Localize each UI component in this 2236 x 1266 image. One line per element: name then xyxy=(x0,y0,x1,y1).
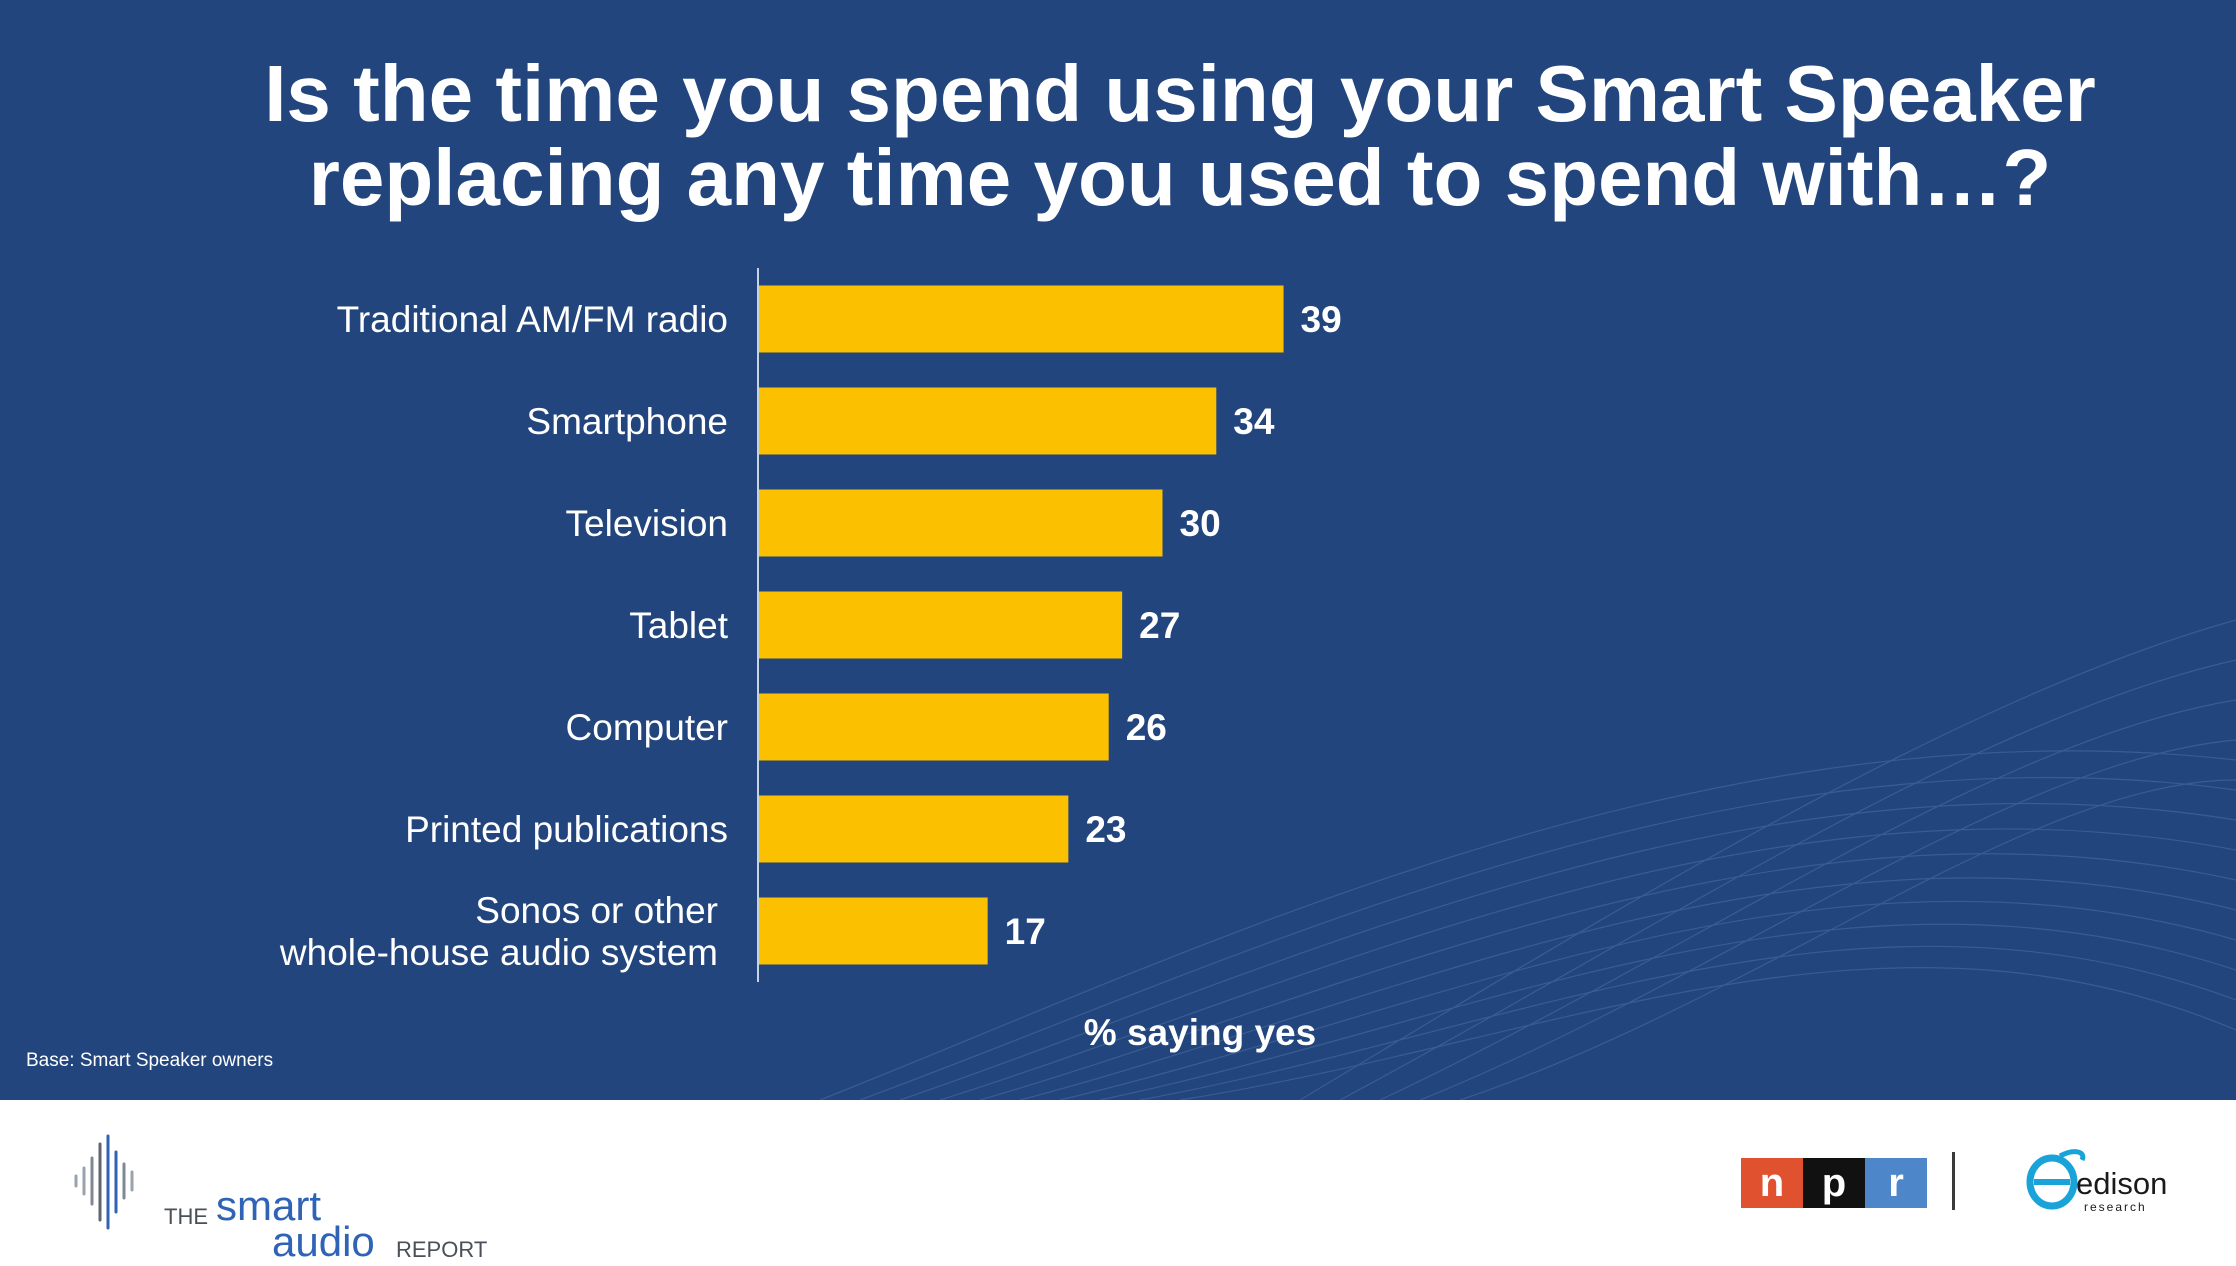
edison-swirl-icon xyxy=(2026,1149,2086,1210)
bar-2 xyxy=(759,489,1163,557)
title-line-2: replacing any time you used to spend wit… xyxy=(308,133,2052,222)
category-label-5: Printed publications xyxy=(405,809,728,850)
axis-label: % saying yes xyxy=(1083,1012,1317,1053)
category-label-4: Computer xyxy=(566,707,728,748)
footer: THE smart audio REPORT n p r edison rese… xyxy=(0,1100,2236,1265)
bar-6 xyxy=(759,897,988,965)
edison-name: edison xyxy=(2076,1166,2168,1201)
logo-smart: smart xyxy=(216,1182,321,1229)
npr-letter-n: n xyxy=(1741,1158,1803,1208)
data-label-5: 23 xyxy=(1085,809,1126,850)
npr-letter-p: p xyxy=(1803,1158,1865,1208)
logo-divider xyxy=(1952,1152,1955,1210)
base-note: Base: Smart Speaker owners xyxy=(26,1050,274,1071)
smart-audio-report-logo: THE smart audio REPORT xyxy=(72,1134,512,1265)
category-label-1: Smartphone xyxy=(526,401,728,442)
logo-the: THE xyxy=(164,1204,208,1229)
edison-research-logo: edison research xyxy=(2020,1148,2180,1218)
npr-letter-r: r xyxy=(1865,1158,1927,1208)
bar-3 xyxy=(759,591,1123,659)
data-label-2: 30 xyxy=(1180,503,1221,544)
wave-decoration xyxy=(819,619,2236,1100)
bar-0 xyxy=(759,285,1284,353)
category-label-6-line-1: whole-house audio system xyxy=(279,932,718,973)
category-label-6-line-0: Sonos or other xyxy=(475,890,718,931)
title-line-1: Is the time you spend using your Smart S… xyxy=(264,49,2096,138)
logo-report: REPORT xyxy=(396,1237,488,1262)
logo-audio: audio xyxy=(272,1218,375,1265)
edison-sub: research xyxy=(2084,1200,2147,1214)
bar-chart: 39 Traditional AM/FM radio 34 Smartphone 30 T… xyxy=(279,268,1342,982)
data-label-3: 27 xyxy=(1139,605,1180,646)
bar-5 xyxy=(759,795,1069,863)
data-label-0: 39 xyxy=(1301,299,1342,340)
category-label-2: Television xyxy=(566,503,728,544)
bar-1 xyxy=(759,387,1217,455)
chart-title: Is the time you spend using your Smart S… xyxy=(230,52,2130,220)
slide-panel: Is the time you spend using your Smart S… xyxy=(0,0,2236,1100)
npr-logo: n p r xyxy=(1741,1158,1927,1208)
bar-4 xyxy=(759,693,1109,761)
category-label-0: Traditional AM/FM radio xyxy=(337,299,728,340)
category-label-3: Tablet xyxy=(629,605,728,646)
data-label-4: 26 xyxy=(1126,707,1167,748)
data-label-1: 34 xyxy=(1233,401,1275,442)
data-label-6: 17 xyxy=(1005,911,1046,952)
soundwave-icon xyxy=(74,1134,134,1230)
